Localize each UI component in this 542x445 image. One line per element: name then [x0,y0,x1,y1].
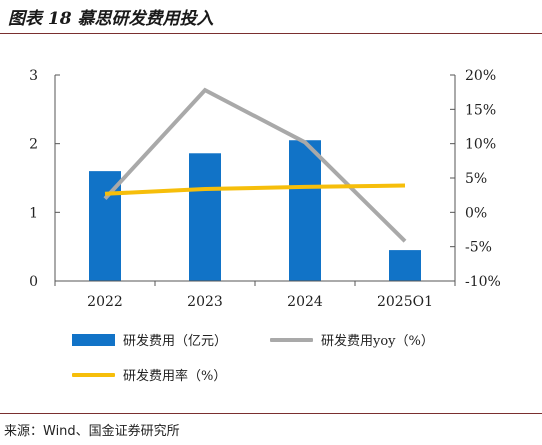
chart-title: 图表 18 慕思研发费用投入 [8,9,214,29]
left-tick-label: 1 [29,205,38,221]
left-tick-label: 0 [29,274,38,290]
legend-label-expense: 研发费用（亿元） [123,334,228,349]
legend-item-yoy: 研发费用yoy（%） [270,330,434,349]
rate-line [104,183,406,196]
right-tick-label: 5% [465,171,487,187]
title-divider [0,33,542,34]
tick-labels: 0 1 2 3 -10% -5% 0% 5% 10% 15% 20% 2022 2023 2024 2025… [29,68,501,306]
x-tick-label: 2024 [287,294,323,306]
right-tick-label: -5% [465,240,492,256]
legend-label-rate: 研发费用率（%） [123,369,227,384]
yoy-line [103,87,407,243]
legend-item-rate: 研发费用率（%） [72,365,226,384]
source-note: 来源：Wind、国金证券研究所 [4,424,180,439]
right-tick-label: -10% [465,274,501,290]
right-tick-label: 0% [465,205,487,221]
x-tick-label: 2023 [187,294,223,306]
left-tick-label: 3 [29,68,38,84]
legend-label-yoy: 研发费用yoy（%） [321,334,434,349]
legend-item-expense: 研发费用（亿元） [72,330,227,349]
bar-2025Q1 [389,250,421,281]
source-divider [0,413,542,414]
x-tick-label: 2025Q1 [377,294,433,306]
axes [54,74,456,286]
bar-2023 [189,153,221,281]
right-tick-label: 10% [465,137,496,153]
x-tick-label: 2022 [87,294,123,306]
rd-expense-chart: 0 1 2 3 -10% -5% 0% 5% 10% 15% 20% 2022 2023 2024 2025… [29,68,501,306]
legend-swatch-rate [72,372,115,377]
bar-2024 [289,140,321,281]
left-tick-label: 2 [29,137,38,153]
right-tick-label: 20% [465,68,496,84]
legend-swatch-expense [72,333,115,346]
line-series [103,87,407,243]
legend-swatch-yoy [270,337,313,342]
right-tick-label: 15% [465,102,496,118]
